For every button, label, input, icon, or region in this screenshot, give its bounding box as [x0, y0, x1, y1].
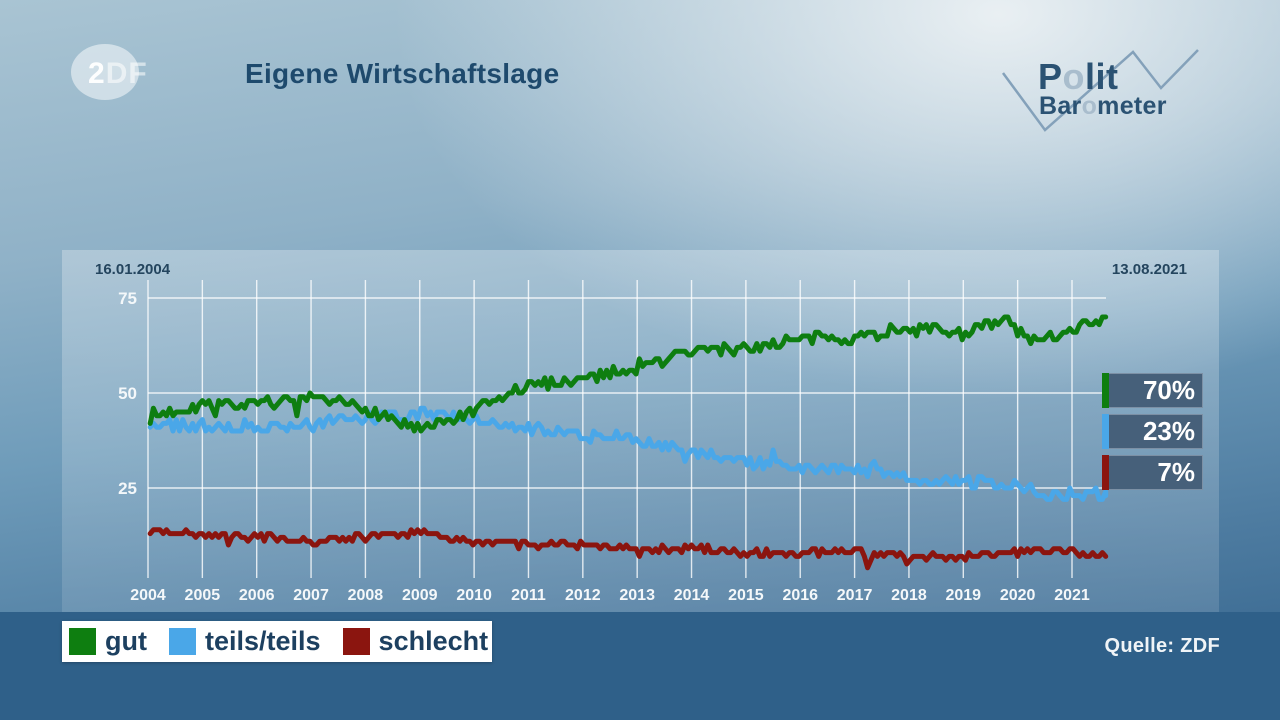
badge-color-bar-teils: [1102, 414, 1109, 449]
barometer-meter: meter: [1097, 92, 1167, 120]
source-attribution: Quelle: ZDF: [1104, 635, 1220, 657]
badge-value-schlecht: 7%: [1157, 457, 1195, 487]
zdf-logo-df: DF: [106, 57, 148, 90]
polit-logo-line2: Barometer: [1039, 92, 1167, 121]
badge-color-bar-schlecht: [1102, 455, 1109, 490]
current-value-badges: 70% 23% 7%: [1102, 373, 1203, 496]
chart-start-date: 16.01.2004: [95, 261, 171, 278]
zigzag-graph-icon: [1001, 49, 1199, 132]
barometer-bar: Bar: [1039, 92, 1082, 120]
legend-swatch-schlecht: [342, 628, 370, 655]
chart-legend: gut teils/teils schlecht: [62, 621, 492, 662]
svg-text:2DF: 2DF: [88, 57, 148, 90]
polit-p: P: [1038, 56, 1063, 97]
legend-label-gut: gut: [105, 626, 147, 656]
polit-lit: lit: [1085, 56, 1119, 97]
zdf-logo: 2DF: [71, 44, 148, 100]
chart-panel: 16.01.2004 13.08.2021: [62, 250, 1219, 612]
chart-end-date: 13.08.2021: [1111, 261, 1187, 278]
legend-label-teils: teils/teils: [204, 626, 321, 656]
badge-value-gut: 70%: [1142, 375, 1195, 405]
legend-swatch-teils: [168, 628, 196, 655]
polit-logo-line1: Polit: [1038, 56, 1119, 98]
value-badge-gut: 70%: [1102, 373, 1203, 408]
legend-item-teils: teils/teils: [168, 626, 321, 657]
polit-o: o: [1062, 56, 1086, 97]
legend-swatch-gut: [69, 628, 96, 655]
legend-item-gut: gut: [69, 626, 147, 657]
zdf-logo-2: 2: [88, 57, 106, 90]
badge-color-bar-gut: [1102, 373, 1109, 408]
barometer-o: o: [1081, 92, 1098, 120]
legend-label-schlecht: schlecht: [378, 626, 489, 656]
badge-value-teils: 23%: [1142, 416, 1195, 446]
page-title: Eigene Wirtschaftslage: [245, 58, 560, 89]
politbarometer-logo: Polit Barometer: [990, 40, 1220, 145]
legend-item-schlecht: schlecht: [342, 626, 489, 657]
value-badge-schlecht: 7%: [1102, 455, 1203, 490]
value-badge-teils: 23%: [1102, 414, 1203, 449]
